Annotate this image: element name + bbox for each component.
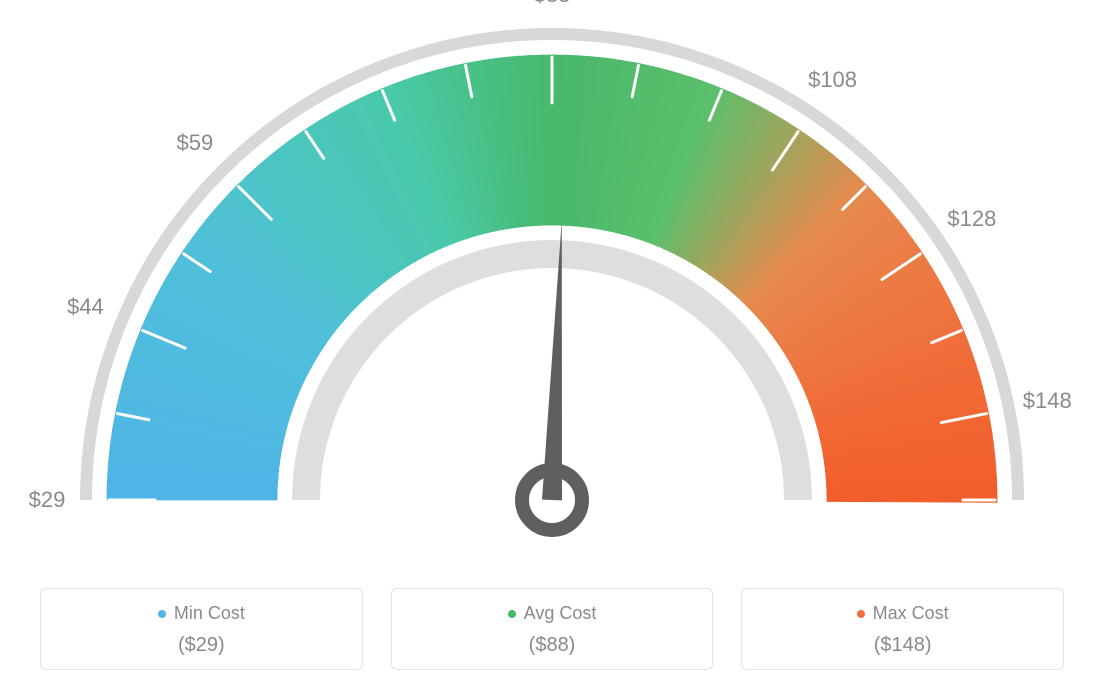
legend-label-max: Max Cost [873, 603, 949, 624]
legend-label-avg: Avg Cost [524, 603, 597, 624]
gauge-tick-label: $128 [947, 206, 996, 232]
legend-row: Min Cost ($29) Avg Cost ($88) Max Cost (… [40, 588, 1064, 670]
gauge-tick-label: $29 [29, 487, 66, 513]
gauge-tick-label: $44 [67, 294, 104, 320]
gauge-tick-label: $108 [808, 67, 857, 93]
legend-title-max: Max Cost [857, 603, 949, 624]
legend-value-avg: ($88) [402, 634, 703, 657]
legend-card-max: Max Cost ($148) [741, 588, 1064, 670]
gauge-tick-label: $59 [177, 130, 214, 156]
gauge-tick-label: $148 [1023, 388, 1072, 414]
legend-dot-max [857, 610, 865, 618]
legend-value-min: ($29) [51, 634, 352, 657]
gauge-svg [0, 0, 1104, 560]
legend-card-min: Min Cost ($29) [40, 588, 363, 670]
legend-dot-avg [508, 610, 516, 618]
gauge-chart: $29 $44 $59 $88 $108 $128 $148 [0, 0, 1104, 560]
legend-title-avg: Avg Cost [508, 603, 597, 624]
legend-card-avg: Avg Cost ($88) [391, 588, 714, 670]
gauge-tick-label: $88 [534, 0, 571, 8]
legend-value-max: ($148) [752, 634, 1053, 657]
legend-label-min: Min Cost [174, 603, 245, 624]
legend-dot-min [158, 610, 166, 618]
legend-title-min: Min Cost [158, 603, 245, 624]
